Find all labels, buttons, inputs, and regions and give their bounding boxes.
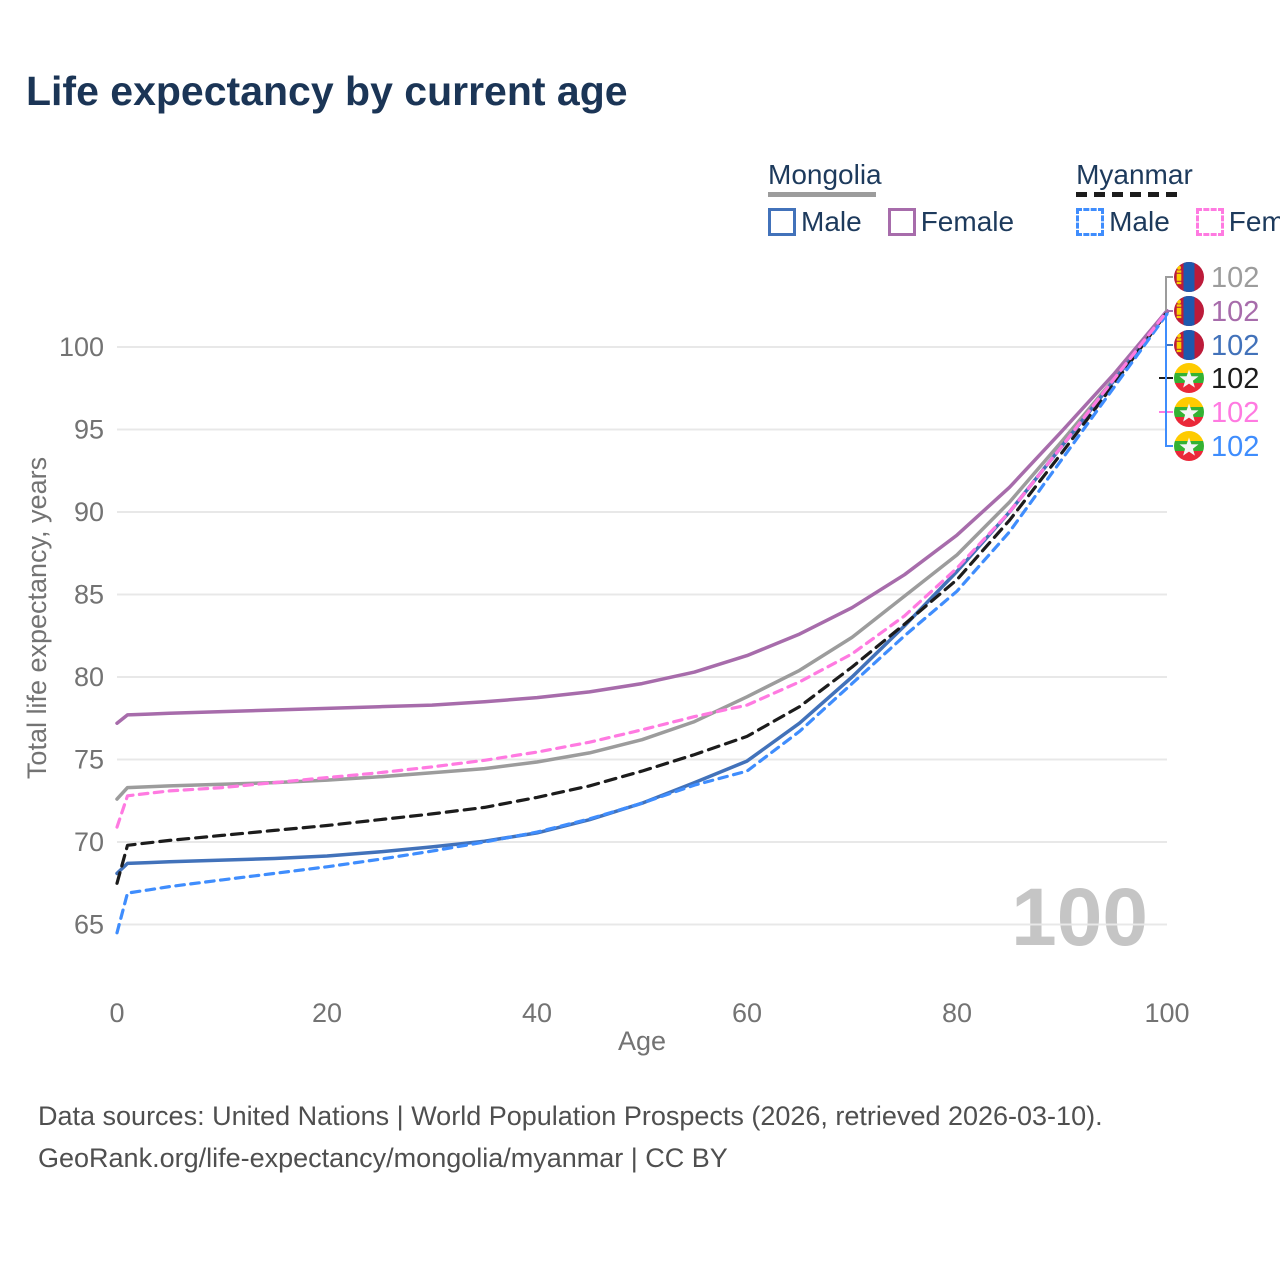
attribution-line: GeoRank.org/life-expectancy/mongolia/mya… bbox=[38, 1143, 728, 1173]
myanmar-flag-icon bbox=[1174, 363, 1204, 393]
legend-header-mongolia: Mongolia bbox=[768, 159, 882, 190]
soyombo-body bbox=[1176, 273, 1182, 281]
legend-group-mongolia: Mongolia Male Female bbox=[768, 160, 1014, 238]
x-tick-label: 60 bbox=[732, 998, 762, 1028]
flag-blue-stripe bbox=[1183, 330, 1195, 360]
flag-yellow-band bbox=[1174, 431, 1204, 441]
x-tick-labels: 0 20 40 60 80 100 bbox=[109, 998, 1189, 1028]
soyombo-bar bbox=[1176, 338, 1182, 341]
myanmar-flag-icon bbox=[1174, 397, 1204, 427]
x-tick-label: 100 bbox=[1144, 998, 1189, 1028]
y-gridlines bbox=[117, 346, 1167, 926]
y-tick-label: 100 bbox=[59, 332, 104, 362]
soyombo-body bbox=[1176, 341, 1182, 349]
mongolia-female-swatch-icon bbox=[887, 208, 916, 236]
end-value-label-myanmar-female: 102 bbox=[1211, 397, 1259, 429]
leader-line bbox=[1165, 313, 1173, 447]
y-tick-label: 80 bbox=[74, 662, 104, 692]
legend-label: Male bbox=[1109, 206, 1170, 237]
soyombo-bar bbox=[1176, 281, 1182, 285]
mongolia-solid-line-swatch bbox=[768, 192, 876, 197]
y-tick-labels: 65 70 75 80 85 90 95 100 bbox=[59, 332, 104, 940]
soyombo-bar bbox=[1176, 304, 1182, 307]
flag-red-band bbox=[1174, 383, 1204, 393]
flag-yellow-band bbox=[1174, 397, 1204, 407]
y-axis-title: Total life expectancy, years bbox=[22, 457, 52, 779]
myanmar-dashed-line-swatch bbox=[1076, 192, 1185, 197]
end-value-label-mongolia-total: 102 bbox=[1211, 262, 1259, 294]
x-tick-label: 80 bbox=[942, 998, 972, 1028]
flag-star bbox=[1179, 437, 1199, 456]
y-tick-label: 95 bbox=[74, 415, 104, 445]
soyombo-bar bbox=[1176, 349, 1182, 353]
y-tick-label: 75 bbox=[74, 745, 104, 775]
series-line-myanmar-male[interactable] bbox=[115, 312, 1169, 935]
x-tick-label: 40 bbox=[522, 998, 552, 1028]
chart-legend: Mongolia Male Female Myanmar Male bbox=[768, 160, 1280, 238]
data-source-line: Data sources: United Nations | World Pop… bbox=[38, 1101, 1103, 1131]
end-value-label-myanmar-total: 102 bbox=[1211, 363, 1259, 395]
legend-item-mongolia-female[interactable]: Female bbox=[887, 206, 1015, 238]
y-tick-label: 85 bbox=[74, 580, 104, 610]
soyombo-flame bbox=[1177, 265, 1181, 270]
series-line-myanmar-female[interactable] bbox=[115, 309, 1169, 829]
legend-group-myanmar: Myanmar Male Female bbox=[1076, 160, 1280, 238]
soyombo-bar bbox=[1176, 270, 1182, 273]
mongolia-flag-icon bbox=[1174, 296, 1204, 326]
y-tick-label: 90 bbox=[74, 497, 104, 527]
end-value-label-myanmar-male: 102 bbox=[1211, 431, 1259, 463]
series-lines bbox=[115, 308, 1169, 935]
legend-item-mongolia-male[interactable]: Male bbox=[768, 206, 862, 238]
legend-label: Female bbox=[1228, 206, 1280, 237]
page-title: Life expectancy by current age bbox=[26, 68, 628, 114]
end-label-connectors bbox=[1159, 276, 1173, 447]
age-counter-watermark: 100 bbox=[1011, 872, 1148, 963]
flag-star bbox=[1179, 403, 1199, 422]
myanmar-flag-icon bbox=[1174, 431, 1204, 461]
x-tick-label: 0 bbox=[109, 998, 124, 1028]
x-tick-label: 20 bbox=[312, 998, 342, 1028]
flag-red-band bbox=[1174, 417, 1204, 427]
chart-footer: Data sources: United Nations | World Pop… bbox=[38, 1095, 1103, 1179]
leader-line bbox=[1165, 276, 1173, 311]
flag-blue-stripe bbox=[1183, 296, 1195, 326]
myanmar-female-swatch-icon bbox=[1195, 208, 1224, 236]
mongolia-male-swatch-icon bbox=[768, 208, 796, 236]
legend-header-myanmar: Myanmar bbox=[1076, 159, 1193, 190]
myanmar-male-swatch-icon bbox=[1076, 208, 1105, 236]
end-value-label-mongolia-male: 102 bbox=[1211, 330, 1259, 362]
soyombo-flame bbox=[1177, 333, 1181, 338]
plot-area[interactable] bbox=[117, 260, 1167, 990]
flag-blue-stripe bbox=[1183, 262, 1195, 292]
soyombo-body bbox=[1176, 307, 1182, 315]
flag-red-band bbox=[1174, 451, 1204, 461]
legend-item-myanmar-male[interactable]: Male bbox=[1076, 206, 1170, 238]
series-line-myanmar-total[interactable] bbox=[115, 310, 1169, 885]
series-line-mongolia-female[interactable] bbox=[115, 308, 1169, 725]
soyombo-bar bbox=[1176, 315, 1182, 319]
legend-label: Male bbox=[801, 206, 862, 237]
end-value-label-mongolia-female: 102 bbox=[1211, 296, 1259, 328]
flag-yellow-band bbox=[1174, 363, 1204, 373]
soyombo-flame bbox=[1177, 299, 1181, 304]
mongolia-flag-icon bbox=[1174, 330, 1204, 360]
flag-star bbox=[1179, 369, 1199, 388]
y-tick-label: 65 bbox=[74, 910, 104, 940]
x-axis-title: Age bbox=[618, 1026, 666, 1056]
y-tick-label: 70 bbox=[74, 827, 104, 857]
legend-label: Female bbox=[920, 206, 1015, 237]
series-line-mongolia-total[interactable] bbox=[115, 310, 1169, 801]
legend-item-myanmar-female[interactable]: Female bbox=[1195, 206, 1280, 238]
mongolia-flag-icon bbox=[1174, 262, 1204, 292]
